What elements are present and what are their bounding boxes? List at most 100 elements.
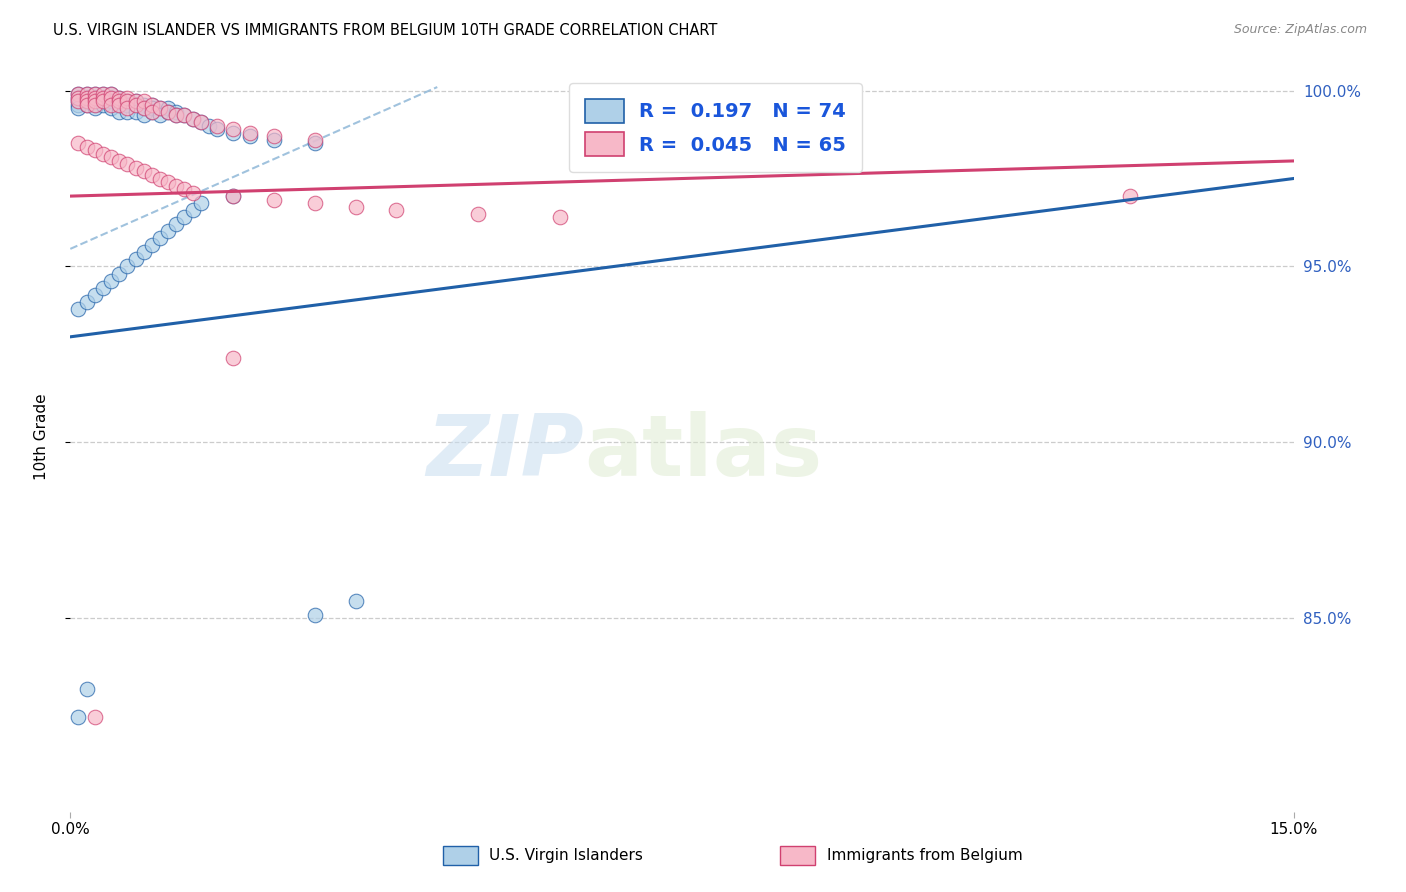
Point	[100, 101, 122, 115]
Point	[124, 97, 146, 112]
Point	[108, 94, 131, 108]
Point	[165, 178, 187, 193]
Point	[141, 104, 163, 119]
Legend: R =  0.197   N = 74, R =  0.045   N = 65: R = 0.197 N = 74, R = 0.045 N = 65	[569, 83, 862, 171]
Point	[67, 94, 90, 108]
Point	[83, 144, 105, 158]
Point	[165, 104, 187, 119]
Point	[117, 101, 139, 115]
Point	[108, 94, 131, 108]
Point	[117, 157, 139, 171]
Point	[239, 126, 262, 140]
Point	[124, 104, 146, 119]
Point	[83, 87, 105, 101]
Point	[91, 147, 114, 161]
Point	[263, 129, 285, 144]
Point	[132, 101, 155, 115]
Point	[149, 101, 172, 115]
Point	[76, 97, 98, 112]
Point	[91, 94, 114, 108]
Point	[67, 87, 90, 101]
Point	[181, 203, 204, 218]
Point	[157, 175, 180, 189]
Point	[173, 108, 195, 122]
Point	[304, 133, 326, 147]
Point	[239, 129, 262, 144]
Point	[165, 108, 187, 122]
Point	[83, 287, 105, 301]
Point	[76, 87, 98, 101]
Point	[304, 607, 326, 622]
Point	[190, 196, 212, 211]
Point	[263, 193, 285, 207]
Point	[149, 101, 172, 115]
Point	[124, 94, 146, 108]
Point	[67, 136, 90, 151]
Point	[100, 90, 122, 104]
Point	[117, 97, 139, 112]
Point	[222, 122, 245, 136]
Point	[76, 94, 98, 108]
Point	[157, 101, 180, 115]
Y-axis label: 10th Grade: 10th Grade	[35, 393, 49, 481]
Point	[91, 94, 114, 108]
Point	[205, 122, 228, 136]
Point	[222, 351, 245, 365]
Point	[76, 140, 98, 154]
Point	[141, 97, 163, 112]
Point	[141, 168, 163, 182]
Text: atlas: atlas	[583, 410, 823, 493]
Point	[141, 101, 163, 115]
Point	[76, 97, 98, 112]
Point	[100, 87, 122, 101]
Point	[83, 90, 105, 104]
Point	[124, 94, 146, 108]
Point	[132, 101, 155, 115]
Point	[91, 90, 114, 104]
Point	[181, 112, 204, 126]
Point	[124, 97, 146, 112]
Point	[108, 153, 131, 168]
Point	[91, 90, 114, 104]
Point	[83, 94, 105, 108]
Point	[198, 119, 221, 133]
Point	[83, 90, 105, 104]
Point	[149, 231, 172, 245]
Point	[117, 94, 139, 108]
Point	[83, 710, 105, 724]
Point	[117, 104, 139, 119]
Point	[344, 593, 367, 607]
Point	[173, 108, 195, 122]
Point	[344, 200, 367, 214]
Point	[108, 97, 131, 112]
Text: U.S. VIRGIN ISLANDER VS IMMIGRANTS FROM BELGIUM 10TH GRADE CORRELATION CHART: U.S. VIRGIN ISLANDER VS IMMIGRANTS FROM …	[53, 23, 718, 38]
Point	[124, 161, 146, 175]
Point	[91, 87, 114, 101]
Point	[67, 101, 90, 115]
Point	[108, 97, 131, 112]
Point	[467, 207, 489, 221]
Point	[385, 203, 408, 218]
Point	[100, 87, 122, 101]
Text: Immigrants from Belgium: Immigrants from Belgium	[827, 848, 1022, 863]
Point	[190, 115, 212, 129]
Point	[67, 90, 90, 104]
Point	[91, 87, 114, 101]
Point	[157, 104, 180, 119]
Point	[149, 108, 172, 122]
Point	[173, 211, 195, 225]
Point	[108, 90, 131, 104]
Point	[141, 104, 163, 119]
Point	[76, 294, 98, 309]
Point	[100, 97, 122, 112]
Point	[132, 108, 155, 122]
Point	[67, 710, 90, 724]
Point	[76, 90, 98, 104]
Point	[181, 112, 204, 126]
Point	[149, 171, 172, 186]
Point	[67, 94, 90, 108]
FancyBboxPatch shape	[443, 846, 478, 865]
Text: ZIP: ZIP	[426, 410, 583, 493]
Text: Source: ZipAtlas.com: Source: ZipAtlas.com	[1233, 23, 1367, 37]
Point	[100, 274, 122, 288]
